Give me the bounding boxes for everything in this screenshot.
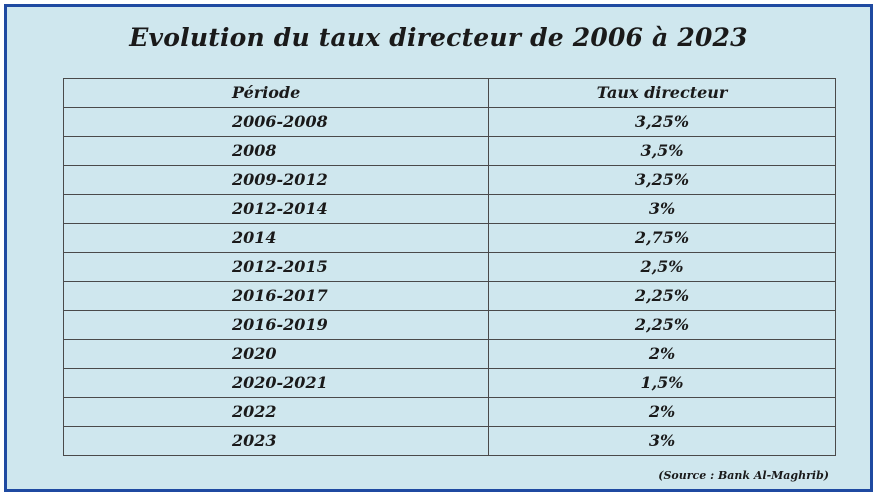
table-header-row: Période Taux directeur — [63, 78, 836, 108]
rate-cell: 3,25% — [488, 107, 836, 137]
table-row: 2016-2019 2,25% — [63, 310, 836, 340]
column-header-rate: Taux directeur — [488, 78, 836, 108]
period-cell: 2022 — [63, 397, 489, 427]
period-cell: 2009-2012 — [63, 165, 489, 195]
rate-cell: 2% — [488, 397, 836, 427]
period-cell: 2020 — [63, 339, 489, 369]
period-cell: 2020-2021 — [63, 368, 489, 398]
rates-table: Période Taux directeur 2006-2008 3,25% 2… — [63, 78, 836, 456]
rate-cell: 3% — [488, 194, 836, 224]
period-cell: 2016-2017 — [63, 281, 489, 311]
rate-cell: 3,5% — [488, 136, 836, 166]
rate-cell: 2,75% — [488, 223, 836, 253]
table-row: 2008 3,5% — [63, 136, 836, 166]
table-row: 2022 2% — [63, 397, 836, 427]
period-cell: 2008 — [63, 136, 489, 166]
rate-cell: 2% — [488, 339, 836, 369]
rate-cell: 2,25% — [488, 281, 836, 311]
period-cell: 2014 — [63, 223, 489, 253]
period-cell: 2012-2015 — [63, 252, 489, 282]
table-row: 2020 2% — [63, 339, 836, 369]
document-title: Evolution du taux directeur de 2006 à 20… — [129, 23, 748, 52]
document-frame: Evolution du taux directeur de 2006 à 20… — [4, 4, 873, 492]
source-note: (Source : Bank Al-Maghrib) — [658, 469, 829, 482]
rate-cell: 3,25% — [488, 165, 836, 195]
table-row: 2012-2015 2,5% — [63, 252, 836, 282]
period-cell: 2012-2014 — [63, 194, 489, 224]
rate-cell: 2,25% — [488, 310, 836, 340]
period-cell: 2023 — [63, 426, 489, 456]
table-row: 2023 3% — [63, 426, 836, 456]
table-row: 2014 2,75% — [63, 223, 836, 253]
table-row: 2020-2021 1,5% — [63, 368, 836, 398]
table-row: 2009-2012 3,25% — [63, 165, 836, 195]
rate-cell: 2,5% — [488, 252, 836, 282]
table-row: 2016-2017 2,25% — [63, 281, 836, 311]
table-row: 2006-2008 3,25% — [63, 107, 836, 137]
period-cell: 2006-2008 — [63, 107, 489, 137]
period-cell: 2016-2019 — [63, 310, 489, 340]
rate-cell: 3% — [488, 426, 836, 456]
column-header-period: Période — [63, 78, 489, 108]
rate-cell: 1,5% — [488, 368, 836, 398]
table-row: 2012-2014 3% — [63, 194, 836, 224]
